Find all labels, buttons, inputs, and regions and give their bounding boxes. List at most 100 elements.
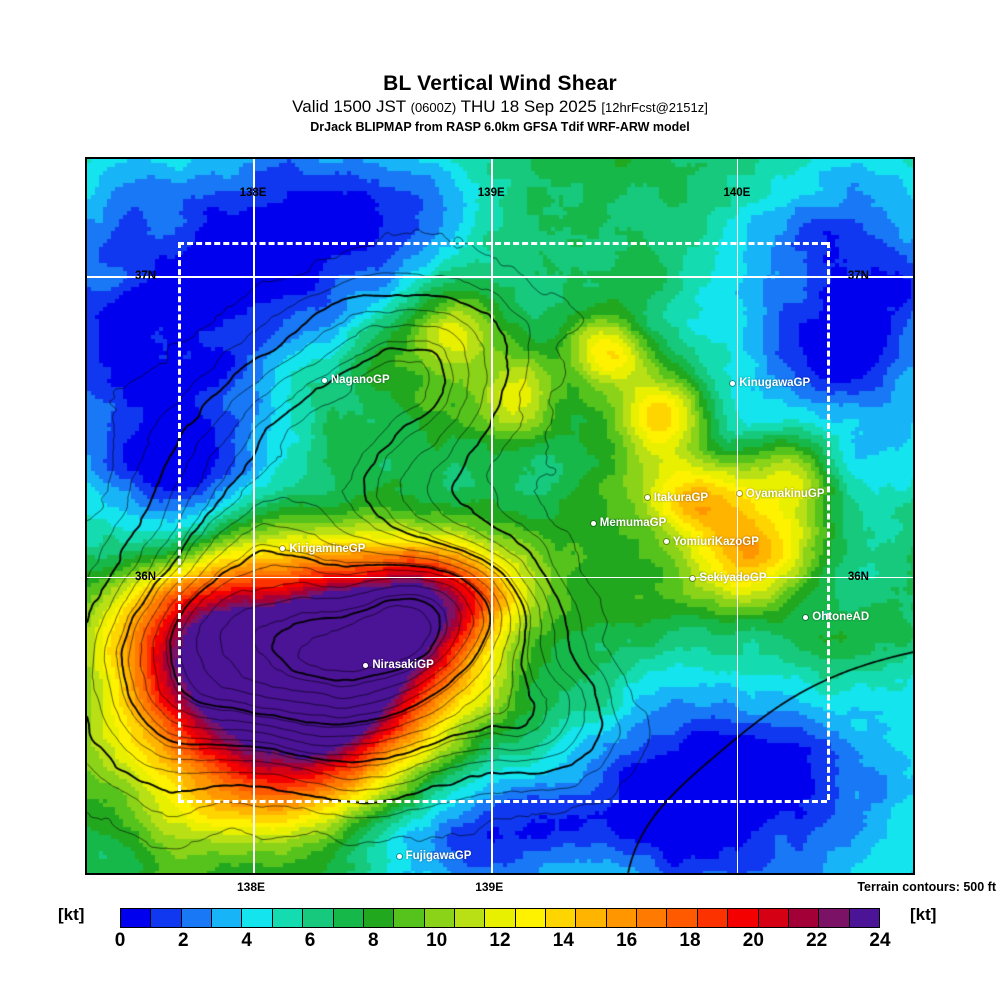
station-label: KirigamineGP — [289, 542, 366, 555]
colorbar-tick: 6 — [304, 930, 316, 951]
valid-utc: (0600Z) — [410, 100, 457, 115]
station-marker[interactable]: NaganoGP — [321, 374, 390, 387]
station-label: MemumaGP — [599, 517, 667, 530]
lon-tick-label-bottom: 139E — [475, 880, 504, 894]
station-dot-icon — [396, 853, 402, 859]
colorbar-swatch — [637, 909, 668, 927]
colorbar-swatch — [758, 909, 789, 927]
lon-tick-label-bottom: 138E — [236, 880, 266, 894]
colorbar-tick: 4 — [241, 930, 252, 951]
station-marker[interactable]: ItakuraGP — [644, 491, 709, 504]
valid-time-line: Valid 1500 JST (0600Z) THU 18 Sep 2025 [… — [0, 97, 1000, 117]
colorbar-swatch — [181, 909, 213, 927]
colorbar-swatch — [333, 909, 364, 927]
colorbar-tick: 12 — [489, 930, 511, 951]
colorbar-tick: 2 — [178, 930, 189, 951]
lat-tick-label: 36N — [135, 570, 157, 583]
colorbar-swatch — [515, 909, 547, 927]
colorbar-swatch — [212, 909, 243, 927]
station-label: NirasakiGP — [372, 659, 434, 672]
colorbar-swatch — [546, 909, 577, 927]
lat-tick-label: 37N — [135, 270, 157, 283]
station-dot-icon — [321, 377, 327, 383]
page-title: BL Vertical Wind Shear — [383, 72, 617, 95]
station-dot-icon — [590, 520, 596, 526]
colorbar-swatch — [394, 909, 425, 927]
colorbar-tick: 10 — [426, 930, 448, 951]
colorbar-swatch — [242, 909, 273, 927]
graticule-line — [87, 576, 913, 579]
station-marker[interactable]: KinugawaGP — [730, 377, 810, 389]
station-marker[interactable]: FujigawaGP — [396, 850, 472, 863]
station-dot-icon — [730, 380, 736, 386]
colorbar-tick: 14 — [552, 930, 574, 951]
station-marker[interactable]: OyamakinuGP — [736, 488, 825, 500]
colorbar-swatch — [424, 909, 455, 927]
colorbar-swatch — [454, 909, 486, 927]
colorbar-swatch — [121, 909, 152, 927]
valid-date: THU 18 Sep 2025 — [460, 97, 597, 116]
domain-boundary — [178, 242, 828, 246]
valid-prefix: Valid 1500 JST — [292, 97, 406, 116]
station-dot-icon — [644, 495, 650, 501]
domain-boundary — [178, 242, 182, 801]
station-label: YomiuriKazoGP — [672, 535, 759, 548]
shear-heatmap — [87, 159, 913, 873]
station-marker[interactable]: SekiyadoGP — [690, 572, 767, 585]
station-dot-icon — [280, 546, 286, 552]
station-marker[interactable]: KirigamineGP — [280, 543, 365, 555]
station-dot-icon — [663, 539, 669, 545]
colorbar-swatch — [667, 909, 698, 927]
station-dot-icon — [803, 614, 809, 620]
lat-tick-label: 37N — [847, 270, 869, 283]
colorbar-swatch — [576, 909, 607, 927]
colorbar-tick: 24 — [869, 930, 891, 951]
station-label: NaganoGP — [330, 374, 390, 387]
colorbar-tick: 16 — [616, 930, 638, 951]
station-marker[interactable]: MemumaGP — [590, 517, 667, 530]
graticule-line — [491, 159, 493, 873]
colorbar-swatch — [303, 909, 334, 927]
map-panel[interactable]: 138E 139E 140E 37N 36N 37N 36N NaganoGP Kinugawa… — [85, 157, 915, 875]
colorbar-swatch — [363, 909, 395, 927]
colorbar-swatch — [697, 909, 729, 927]
lat-tick-label: 36N — [847, 570, 869, 583]
model-line: DrJack BLIPMAP from RASP 6.0km GFSA Tdif… — [310, 120, 690, 134]
station-marker[interactable]: OhtoneAD — [803, 611, 869, 623]
colorbar-swatch — [151, 909, 182, 927]
colorbar-unit-left: [kt] — [58, 905, 85, 924]
lon-tick-label: 139E — [477, 187, 505, 199]
station-label: ItakuraGP — [653, 491, 709, 504]
station-label: SekiyadoGP — [699, 572, 767, 585]
domain-boundary — [827, 242, 831, 801]
lon-tick-label: 140E — [723, 187, 751, 199]
station-dot-icon — [736, 491, 742, 497]
colorbar-swatch — [272, 909, 304, 927]
colorbar-tick: 0 — [114, 930, 126, 951]
colorbar-unit-right: [kt] — [910, 905, 937, 924]
station-label: FujigawaGP — [405, 850, 472, 863]
graticule-line — [736, 159, 739, 873]
graticule-line — [87, 276, 913, 278]
colorbar-tick: 18 — [679, 930, 701, 951]
graticule-line — [253, 159, 255, 873]
colorbar-swatch — [788, 909, 820, 927]
colorbar-swatch — [485, 909, 516, 927]
station-dot-icon — [690, 575, 696, 581]
terrain-contour-note: Terrain contours: 500 ft — [857, 880, 996, 894]
station-label: KinugawaGP — [739, 377, 811, 390]
colorbar: 0 2 4 6 8 10 12 14 16 18 20 22 24 — [0, 903, 1000, 963]
title-block: BL Vertical Wind Shear Valid 1500 JST (0… — [0, 72, 1000, 134]
station-marker[interactable]: NirasakiGP — [363, 659, 434, 672]
colorbar-swatches — [120, 908, 880, 928]
lon-tick-label: 138E — [239, 187, 267, 199]
colorbar-tick: 8 — [368, 930, 379, 951]
colorbar-swatch — [849, 909, 879, 927]
station-dot-icon — [363, 662, 369, 668]
colorbar-tick: 20 — [742, 930, 764, 951]
forecast-stamp: [12hrFcst@2151z] — [601, 100, 708, 115]
domain-boundary — [178, 800, 828, 804]
colorbar-tick: 22 — [806, 930, 828, 951]
colorbar-swatch — [728, 909, 759, 927]
station-marker[interactable]: YomiuriKazoGP — [663, 535, 759, 548]
